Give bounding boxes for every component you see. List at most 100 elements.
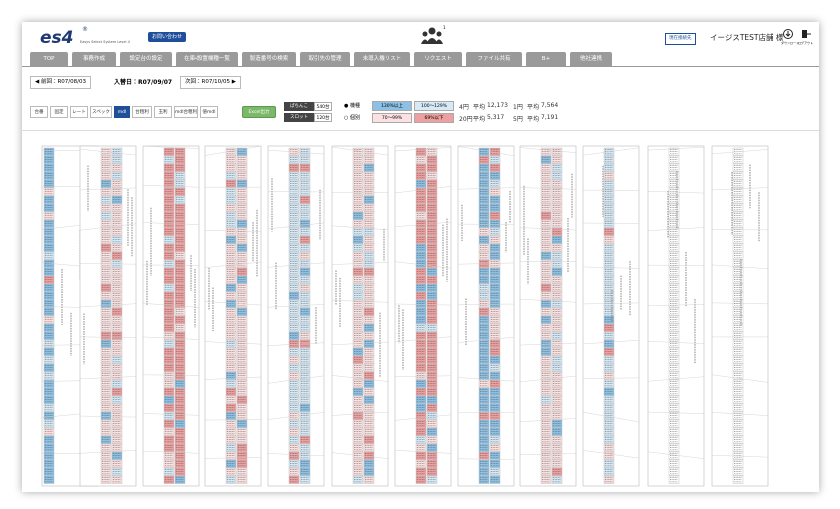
grid-cell bbox=[142, 222, 200, 225]
grid-cell bbox=[711, 455, 769, 458]
grid-cell bbox=[267, 149, 325, 155]
rule bbox=[22, 130, 819, 131]
store-name: イージスTEST店舗 様 bbox=[710, 33, 784, 42]
tab[interactable]: 設定台の設定 bbox=[120, 52, 172, 66]
toolbar-button[interactable]: mdl台粗利 bbox=[174, 106, 198, 118]
grid-cell bbox=[457, 262, 515, 265]
toolbar-button[interactable]: 玉利 bbox=[154, 106, 172, 118]
grid-cell bbox=[519, 418, 577, 422]
icon-label[interactable]: ダウンロード bbox=[781, 41, 800, 45]
grid-cell bbox=[79, 148, 137, 156]
excel-button[interactable]: Excel出力 bbox=[242, 106, 276, 118]
grid-cell bbox=[142, 450, 200, 454]
grid-cell bbox=[711, 264, 769, 269]
stat-rate: 5円 bbox=[513, 116, 523, 123]
header-icons[interactable] bbox=[782, 29, 812, 41]
grid-cell bbox=[204, 376, 262, 380]
stat-rate: 1円 bbox=[513, 104, 523, 111]
legend-swatch: 70～99% bbox=[372, 113, 412, 123]
grid-cell bbox=[331, 146, 389, 156]
grid-cell bbox=[142, 303, 200, 308]
logo: es4 bbox=[40, 28, 74, 48]
logo-sub: Easys Select System Level 4 bbox=[80, 40, 130, 44]
tab[interactable]: リクエスト bbox=[414, 52, 462, 66]
grid-cell bbox=[394, 221, 452, 228]
grid-cell bbox=[519, 298, 577, 303]
grid-cell bbox=[647, 227, 705, 231]
stat-label: 平均 bbox=[473, 104, 486, 111]
logo-mark: ® bbox=[82, 26, 88, 33]
grid-cell bbox=[79, 263, 137, 265]
grid-cell bbox=[204, 230, 262, 233]
grid-cell bbox=[647, 451, 705, 459]
grid-cell bbox=[711, 374, 769, 383]
grid-cell bbox=[711, 187, 769, 191]
grid-cell bbox=[519, 187, 577, 190]
grid-cell bbox=[519, 375, 577, 383]
grid-cell bbox=[142, 336, 200, 340]
app-window: es4 ® Easys Select System Level 4 お問い合わせ… bbox=[22, 22, 819, 492]
grid-cell bbox=[647, 376, 705, 382]
grid-cell bbox=[267, 262, 325, 268]
tab[interactable]: 他社連携 bbox=[570, 52, 612, 66]
grid-cell bbox=[582, 339, 640, 345]
grid-cell bbox=[711, 149, 769, 155]
grid-cell bbox=[142, 413, 200, 416]
prev-button[interactable]: ◀ 前回：R07/08/03 bbox=[30, 76, 92, 89]
current-button[interactable]: 現在接続先 bbox=[665, 33, 696, 45]
stat-rate: 4円 bbox=[459, 104, 469, 111]
radio[interactable]: ● 機種 bbox=[344, 103, 360, 109]
toolbar-button[interactable]: 台粗利 bbox=[132, 106, 152, 118]
grid-cell bbox=[79, 303, 137, 308]
tab[interactable]: B+ bbox=[526, 52, 566, 66]
grid-cell bbox=[331, 341, 389, 346]
count-label: ぱちんこ bbox=[284, 102, 314, 111]
grid-cell bbox=[267, 375, 325, 384]
grid-cell bbox=[394, 303, 452, 306]
toolbar-button[interactable]: レート bbox=[70, 106, 88, 118]
tab[interactable]: TOP bbox=[30, 52, 68, 66]
user-badge: 1 bbox=[443, 25, 446, 30]
grid-cell bbox=[647, 341, 705, 344]
tab[interactable]: 取引先の管理 bbox=[300, 52, 350, 66]
grid-cell bbox=[204, 457, 262, 459]
toolbar-button[interactable]: 値mdl bbox=[200, 106, 218, 118]
radio[interactable]: ○ 個別 bbox=[344, 115, 360, 121]
grid-cell bbox=[142, 145, 200, 149]
toolbar-button[interactable]: mdl bbox=[114, 106, 130, 118]
grid-cell bbox=[647, 147, 705, 151]
grid-cell bbox=[267, 342, 325, 346]
toolbar-button[interactable]: スペック bbox=[90, 106, 112, 118]
grid-cell bbox=[647, 304, 705, 306]
grid-cell bbox=[331, 225, 389, 231]
grid-cell bbox=[582, 377, 640, 379]
layout-grid bbox=[41, 145, 769, 487]
grid-cell bbox=[711, 412, 769, 416]
replace-date: 入替日：R07/09/07 bbox=[114, 79, 173, 86]
legend-swatch: 100～129% bbox=[414, 101, 454, 111]
grid-cell bbox=[582, 147, 640, 156]
grid-cell bbox=[79, 336, 137, 338]
grid-cell bbox=[79, 223, 137, 231]
grid-cell bbox=[582, 302, 640, 305]
contact-button[interactable]: お問い合わせ bbox=[148, 32, 187, 42]
grid-cell bbox=[79, 376, 137, 380]
next-button[interactable]: 次回：R07/10/05 ▶ bbox=[180, 76, 242, 89]
grid-cell bbox=[519, 342, 577, 346]
stat-value: 12,173 bbox=[487, 102, 508, 109]
icon-label[interactable]: ログアウト bbox=[798, 41, 814, 45]
tab[interactable]: 未導入機リスト bbox=[354, 52, 410, 66]
grid-cell bbox=[394, 261, 452, 269]
tab[interactable]: 事務作成 bbox=[72, 52, 116, 66]
grid-cell bbox=[267, 412, 325, 420]
toolbar-button[interactable]: 台番 bbox=[30, 106, 48, 118]
tab[interactable]: 製造番号の検索 bbox=[242, 52, 296, 66]
tab[interactable]: ファイル共有 bbox=[466, 52, 522, 66]
grid-cell bbox=[204, 301, 262, 306]
tab[interactable]: 在庫・設置機種一覧 bbox=[176, 52, 238, 66]
grid-cell bbox=[79, 415, 137, 418]
toolbar-button[interactable]: 固定 bbox=[50, 106, 68, 118]
grid-cell bbox=[204, 145, 262, 156]
grid-cell bbox=[457, 187, 515, 190]
grid-cell bbox=[267, 453, 325, 456]
